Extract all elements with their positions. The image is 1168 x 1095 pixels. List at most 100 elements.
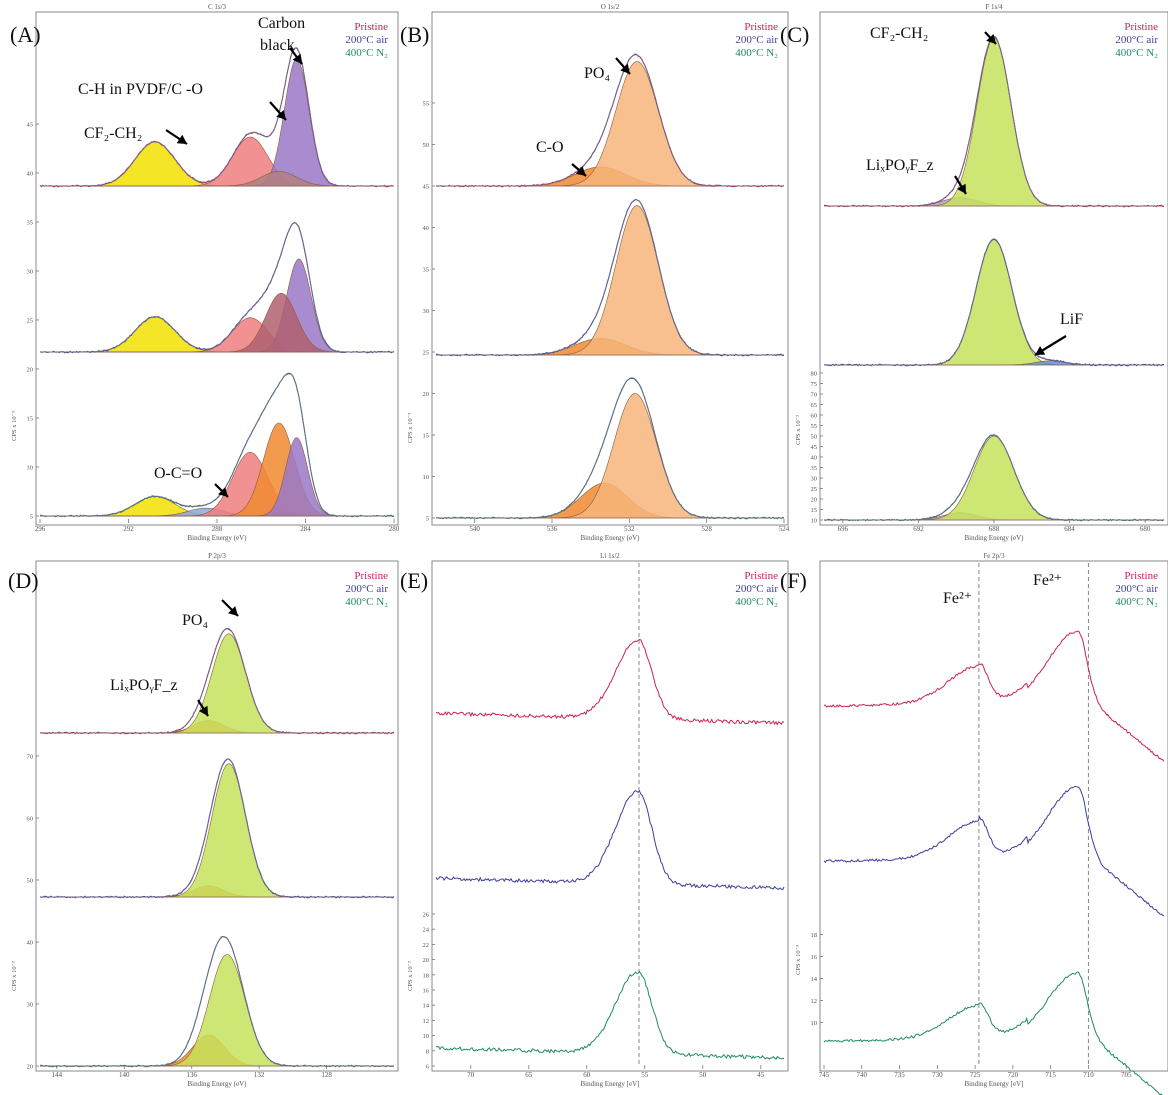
annotation: LiF — [1034, 311, 1083, 356]
trace-1 — [823, 785, 1165, 917]
legend-entry: 200°C air — [735, 583, 778, 595]
legend-entry: 200°C air — [345, 34, 388, 46]
trace-1 — [435, 789, 785, 891]
trace-2 — [435, 970, 785, 1061]
legend-entry: Pristine — [744, 21, 778, 33]
y-tick-label: 24 — [423, 927, 430, 934]
annotation: O-C=O — [154, 465, 229, 498]
annotation: C-H in PVDF/C -O — [78, 81, 287, 121]
legend-entry: Pristine — [1124, 570, 1158, 582]
annotation: Fe²⁺ — [1033, 572, 1062, 589]
x-tick-label: 735 — [894, 1071, 905, 1079]
x-axis-label: Binding Energy [eV] — [581, 1080, 640, 1088]
x-tick-label: 132 — [254, 1071, 265, 1079]
y-tick-label: 8 — [426, 1048, 429, 1055]
panel-title: O 1s/2 — [601, 3, 620, 11]
y-tick-label: 10 — [423, 474, 430, 481]
annotation: PO₄ — [584, 57, 631, 82]
legend-entry: 400°C N₂ — [1115, 47, 1158, 59]
legend-entry: 200°C air — [345, 583, 388, 595]
y-tick-label: 25 — [423, 350, 430, 357]
trace-0 — [435, 53, 785, 188]
x-tick-label: 60 — [583, 1071, 591, 1079]
arrow-head — [199, 705, 208, 716]
x-tick-label: 696 — [838, 525, 849, 533]
y-tick-label: 65 — [811, 402, 818, 409]
x-tick-label: 144 — [52, 1071, 63, 1079]
arrow-head — [292, 53, 302, 64]
annotation-text: C-H in PVDF/C -O — [78, 81, 203, 98]
panel-label: (A) — [10, 22, 41, 47]
legend-entry: Pristine — [354, 570, 388, 582]
y-tick-label: 70 — [811, 392, 818, 399]
trace-1 — [39, 758, 395, 899]
y-tick-label: 55 — [423, 101, 430, 108]
y-axis: 6 8 10 12 14 16 18 20 22 24 26 — [423, 912, 435, 1071]
spectrum-line — [435, 789, 785, 891]
annotation: LiₓPOᵧF_z — [110, 677, 209, 717]
arrow-head — [620, 63, 630, 74]
y-tick-label: 40 — [27, 940, 34, 947]
annotation-text: LiF — [1060, 311, 1083, 328]
x-tick-label: 55 — [641, 1071, 649, 1079]
y-tick-label: 5 — [426, 516, 429, 523]
legend-entry: 400°C N₂ — [345, 47, 388, 59]
x-tick-label: 536 — [547, 525, 558, 533]
trace-0 — [39, 627, 395, 735]
y-tick-label: 18 — [811, 932, 818, 939]
panel-label: (B) — [400, 22, 429, 47]
y-tick-label: 22 — [423, 942, 430, 949]
y-axis-label: CPS x 10⁻³ — [795, 945, 802, 975]
spectrum-line — [435, 638, 785, 726]
x-tick-label: 684 — [1064, 525, 1075, 533]
y-axis-label: CPS x 10⁻² — [11, 961, 18, 991]
y-tick-label: 40 — [27, 171, 34, 178]
x-tick-label: 725 — [970, 1071, 981, 1079]
x-tick-label: 140 — [119, 1071, 130, 1079]
y-tick-label: 15 — [27, 416, 34, 423]
y-tick-label: 50 — [27, 878, 34, 885]
y-tick-label: 35 — [423, 267, 430, 274]
y-axis: 5 10 15 20 25 30 35 40 45 — [27, 122, 39, 521]
y-tick-label: 14 — [811, 976, 818, 983]
y-tick-label: 20 — [27, 367, 34, 374]
x-tick-label: 296 — [35, 525, 46, 533]
x-tick-label: 128 — [321, 1071, 332, 1079]
legend-entry: 200°C air — [1115, 583, 1158, 595]
y-tick-label: 15 — [811, 507, 818, 514]
x-tick-label: 532 — [624, 525, 635, 533]
x-tick-label: 688 — [989, 525, 1000, 533]
legend-entry: 200°C air — [735, 34, 778, 46]
spectrum-line — [435, 970, 785, 1061]
annotation: CF₂-CH₂ — [84, 125, 188, 145]
panel-title: F 1s/4 — [985, 3, 1003, 11]
y-tick-label: 45 — [423, 184, 430, 191]
annotation-text: CF₂-CH₂ — [870, 25, 928, 42]
panel-title: C 1s/3 — [208, 3, 227, 11]
y-tick-label: 10 — [27, 465, 34, 472]
trace-0 — [823, 630, 1165, 762]
x-tick-label: 720 — [1008, 1071, 1019, 1079]
panel-title: Fe 2p/3 — [983, 552, 1005, 560]
y-axis: 5 10 15 20 25 30 35 40 45 50 55 — [423, 101, 435, 523]
trace-2 — [39, 372, 395, 518]
y-axis: 10 15 20 25 30 35 40 45 50 55 60 65 70 75 80 — [811, 371, 823, 525]
y-tick-label: 30 — [27, 269, 34, 276]
annotation: Carbon black — [258, 15, 305, 65]
x-tick-label: 730 — [932, 1071, 943, 1079]
panel-label: (E) — [400, 568, 428, 593]
y-tick-label: 35 — [27, 220, 34, 227]
x-axis-label: Binding Energy (eV) — [581, 534, 641, 542]
annotation-text: PO₄ — [182, 612, 208, 629]
y-axis: 20 30 40 50 60 70 — [27, 754, 39, 1071]
legend-entry: Pristine — [1124, 21, 1158, 33]
y-tick-label: 50 — [811, 434, 818, 441]
x-tick-label: 540 — [469, 525, 480, 533]
x-tick-label: 680 — [1140, 525, 1151, 533]
x-axis-label: Binding Energy (eV) — [965, 534, 1025, 542]
x-tick-label: 745 — [819, 1071, 830, 1079]
arrow-head — [218, 487, 228, 497]
